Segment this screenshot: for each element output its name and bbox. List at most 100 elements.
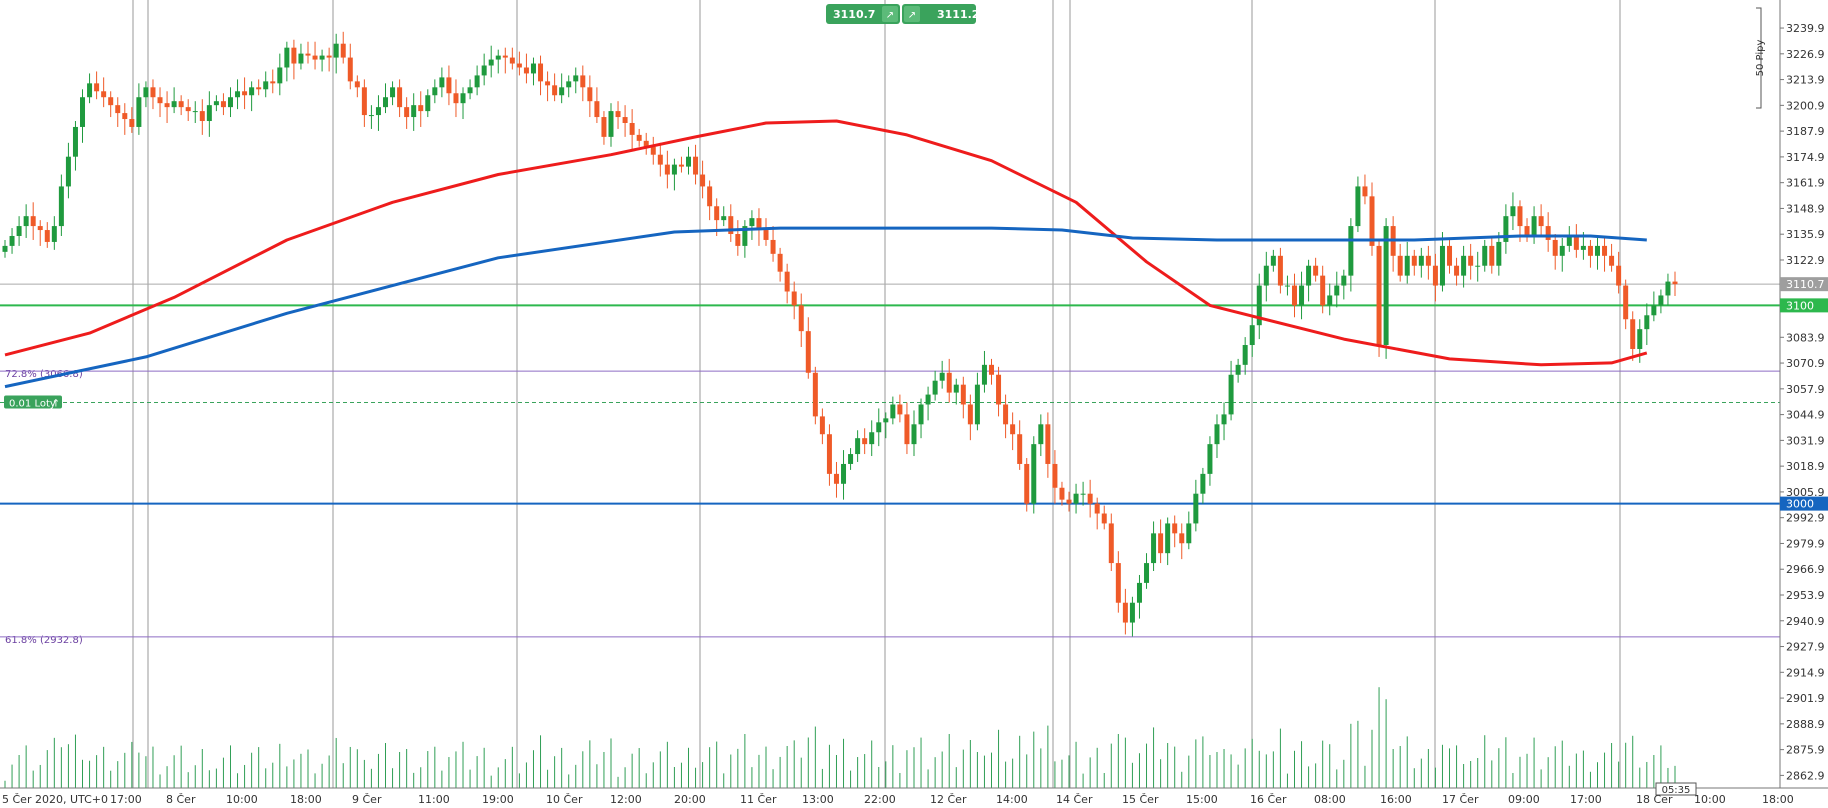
candle-body-16 <box>115 105 121 114</box>
candle-body-39 <box>277 67 283 84</box>
candle-body-141 <box>996 374 1002 405</box>
candle-body-50 <box>354 81 360 88</box>
x-tick-label-18: 15:00 <box>1186 793 1218 806</box>
y-tick-label-17: 2992.9 <box>1786 512 1825 525</box>
sell-button[interactable] <box>826 4 900 24</box>
x-tick-label-11: 11 Čer <box>740 793 777 806</box>
y-tick-label-7: 3148.9 <box>1786 202 1825 215</box>
candle-body-52 <box>368 115 374 117</box>
candle-body-130 <box>918 404 924 425</box>
candle-body-144 <box>1017 434 1023 464</box>
y-tick-label-9: 3122.9 <box>1786 254 1825 267</box>
candle-body-138 <box>974 384 980 425</box>
candle-body-76 <box>538 63 544 82</box>
x-tick-label-9: 12:00 <box>610 793 642 806</box>
sell-icon <box>882 6 898 22</box>
candle-body-119 <box>841 463 847 484</box>
candle-body-31 <box>220 101 226 108</box>
candle-body-53 <box>375 107 381 116</box>
candle-body-21 <box>150 87 156 98</box>
candle-body-23 <box>164 103 170 108</box>
candle-body-28 <box>199 111 205 122</box>
x-tick-label-2: 8 Čer <box>166 793 196 806</box>
candle-body-87 <box>615 111 621 118</box>
candle-body-225 <box>1587 245 1593 256</box>
candle-body-172 <box>1214 424 1220 445</box>
candle-body-132 <box>932 380 938 395</box>
candle-body-182 <box>1284 285 1290 287</box>
candle-body-237 <box>1672 281 1678 285</box>
candle-body-46 <box>326 55 332 58</box>
candle-body-104 <box>735 234 741 246</box>
candle-body-139 <box>981 364 987 385</box>
candle-body-137 <box>967 404 973 425</box>
position-marker[interactable]: 0.01 Loty ↑ <box>4 395 62 410</box>
candle-body-175 <box>1235 364 1241 375</box>
candle-body-110 <box>777 253 783 272</box>
candle-body-149 <box>1052 463 1058 488</box>
candle-body-212 <box>1496 241 1502 266</box>
candle-body-112 <box>791 291 797 306</box>
candle-body-54 <box>383 97 389 108</box>
candle-body-124 <box>876 422 882 433</box>
candle-body-107 <box>756 218 762 231</box>
y-tick-label-15: 3018.9 <box>1786 460 1825 473</box>
candle-body-226 <box>1594 245 1600 256</box>
candle-body-108 <box>763 230 769 240</box>
candle-body-14 <box>101 91 107 98</box>
candle-body-211 <box>1489 245 1495 266</box>
candle-body-133 <box>939 372 945 381</box>
buy-button[interactable] <box>902 4 976 24</box>
x-tick-label-22: 17 Čer <box>1442 793 1479 806</box>
candle-body-72 <box>509 57 515 64</box>
candle-body-188 <box>1327 295 1333 306</box>
candle-body-201 <box>1418 255 1424 266</box>
candle-body-35 <box>249 87 255 96</box>
x-tick-label-24: 17:00 <box>1570 793 1602 806</box>
y-tick-label-26: 2875.9 <box>1786 744 1825 757</box>
candle-body-36 <box>256 87 262 90</box>
candle-body-221 <box>1559 245 1565 256</box>
candle-body-183 <box>1291 285 1297 306</box>
candle-body-227 <box>1602 245 1608 256</box>
candle-body-180 <box>1270 255 1276 266</box>
candle-body-177 <box>1249 325 1255 346</box>
candle-body-169 <box>1193 493 1199 524</box>
trade-buttons[interactable]: 3110.7 ↗ ↗ 3111.2 <box>826 4 979 24</box>
candle-body-56 <box>397 87 403 108</box>
candle-body-191 <box>1348 226 1354 276</box>
candle-body-8 <box>58 186 64 227</box>
candle-body-33 <box>235 91 241 98</box>
x-tick-label-15: 14:00 <box>996 793 1028 806</box>
position-badge[interactable] <box>4 395 62 409</box>
candle-body-12 <box>87 83 93 98</box>
candle-body-19 <box>136 97 142 127</box>
candle-body-204 <box>1439 245 1445 286</box>
candle-body-135 <box>953 384 959 393</box>
candle-body-128 <box>904 414 910 445</box>
x-tick-label-20: 08:00 <box>1314 793 1346 806</box>
sell-price: 3110.7 <box>833 8 875 21</box>
y-tick-label-5: 3174.9 <box>1786 151 1825 164</box>
candle-body-22 <box>157 97 163 104</box>
candle-body-47 <box>333 43 339 58</box>
candle-body-42 <box>298 53 304 64</box>
x-tick-label-16: 14 Čer <box>1056 793 1093 806</box>
x-tick-label-25: 18 Čer <box>1636 793 1673 806</box>
candle-body-218 <box>1538 216 1544 227</box>
candle-body-126 <box>890 404 896 419</box>
candle-body-37 <box>263 81 269 90</box>
y-tick-label-2: 3213.9 <box>1786 74 1825 87</box>
candle-body-170 <box>1200 473 1206 494</box>
candle-body-229 <box>1616 265 1622 286</box>
level-3000-label: 3000 <box>1780 496 1828 511</box>
candle-body-168 <box>1186 523 1192 544</box>
candle-body-228 <box>1609 255 1615 266</box>
y-tick-label-11: 3070.9 <box>1786 357 1825 370</box>
candle-body-61 <box>432 87 438 96</box>
candle-body-97 <box>686 156 692 167</box>
y-tick-label-14: 3031.9 <box>1786 434 1825 447</box>
x-tick-label-26: 10:00 <box>1694 793 1726 806</box>
candle-body-111 <box>784 271 790 292</box>
